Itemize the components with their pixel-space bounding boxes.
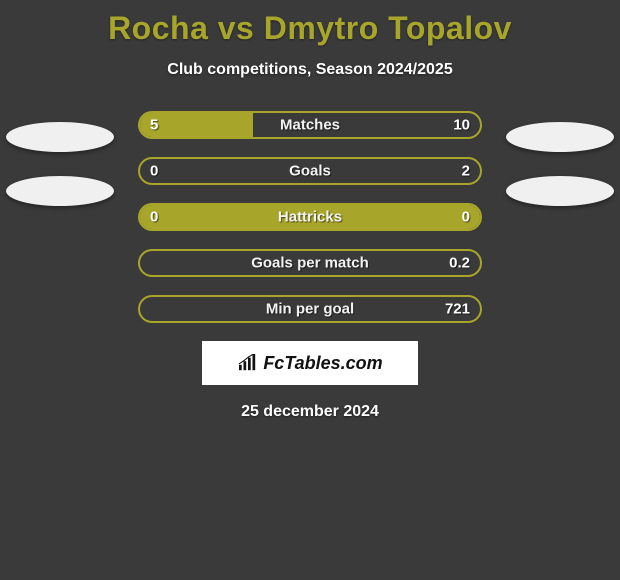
metric-label: Goals: [138, 163, 482, 180]
value-right: 10: [453, 117, 470, 134]
value-right: 721: [445, 301, 470, 318]
value-right: 0: [462, 209, 470, 226]
player-ellipse: [506, 122, 614, 152]
value-left: 0: [150, 209, 158, 226]
logo-text: FcTables.com: [263, 353, 382, 374]
comparison-row: Min per goal721: [138, 295, 482, 323]
value-right: 2: [462, 163, 470, 180]
comparison-row: Hattricks0 0: [138, 203, 482, 231]
metric-label: Goals per match: [138, 255, 482, 272]
page-title: Rocha vs Dmytro Topalov: [0, 0, 620, 47]
player-ellipse: [506, 176, 614, 206]
value-left: 0: [150, 163, 158, 180]
player-ellipse: [6, 122, 114, 152]
player-ellipse: [6, 176, 114, 206]
comparison-row: Matches5 10: [138, 111, 482, 139]
comparison-row: Goals per match0.2: [138, 249, 482, 277]
metric-label: Hattricks: [138, 209, 482, 226]
chart-icon: [237, 354, 259, 372]
date-label: 25 december 2024: [0, 403, 620, 421]
metric-label: Min per goal: [138, 301, 482, 318]
metric-label: Matches: [138, 117, 482, 134]
value-right: 0.2: [449, 255, 470, 272]
value-left: 5: [150, 117, 158, 134]
comparison-row: Goals0 2: [138, 157, 482, 185]
site-logo[interactable]: FcTables.com: [202, 341, 418, 385]
subtitle: Club competitions, Season 2024/2025: [0, 61, 620, 79]
